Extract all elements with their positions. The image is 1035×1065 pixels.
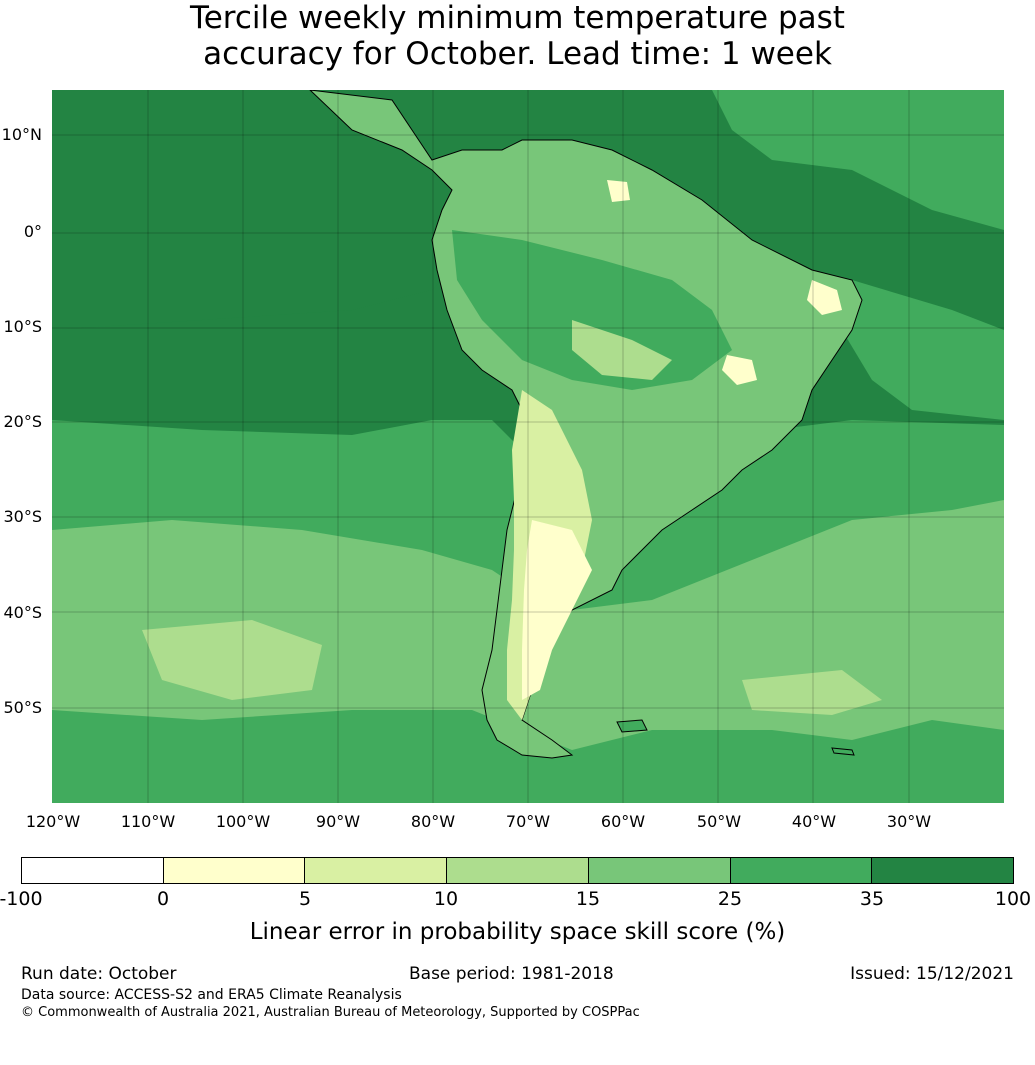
map-title: Tercile weekly minimum temperature past … bbox=[0, 0, 1035, 72]
colorbar-tick: 25 bbox=[717, 888, 743, 910]
lat-label-10s: 10°S bbox=[3, 317, 42, 336]
amazon-basin-band bbox=[452, 230, 732, 390]
northeast-ocean-band bbox=[712, 90, 1004, 230]
lat-label-0: 0° bbox=[23, 222, 42, 241]
colorbar-tick: -100 bbox=[0, 888, 43, 910]
run-date: Run date: October bbox=[21, 964, 177, 984]
colorbar-label: Linear error in probability space skill … bbox=[249, 919, 786, 945]
colorbar-segment bbox=[22, 858, 164, 883]
south-pacific-light-patch bbox=[142, 620, 322, 700]
falkland-islands bbox=[616, 719, 648, 733]
colorbar-tick: 5 bbox=[298, 888, 312, 910]
guiana-light-spot bbox=[607, 180, 630, 202]
lon-label-60w: 60°W bbox=[600, 812, 646, 831]
colorbar-tick: 100 bbox=[994, 888, 1032, 910]
lat-label-30s: 30°S bbox=[3, 507, 42, 526]
lat-label-20s: 20°S bbox=[3, 412, 42, 431]
issued-date: Issued: 15/12/2021 bbox=[850, 964, 1014, 984]
lat-label-50s: 50°S bbox=[3, 698, 42, 717]
colorbar-segment bbox=[872, 858, 1014, 883]
colorbar-segment bbox=[305, 858, 448, 883]
lon-label-100w: 100°W bbox=[215, 812, 271, 831]
map-gridlines bbox=[52, 90, 1004, 803]
colorbar-tick: 35 bbox=[859, 888, 885, 910]
south-georgia bbox=[831, 747, 855, 756]
lon-label-120w: 120°W bbox=[25, 812, 81, 831]
title-line-2: accuracy for October. Lead time: 1 week bbox=[203, 36, 832, 72]
patagonia-light-zone bbox=[522, 520, 592, 700]
copyright: © Commonwealth of Australia 2021, Austra… bbox=[21, 1005, 640, 1020]
lon-label-90w: 90°W bbox=[315, 812, 361, 831]
lon-label-40w: 40°W bbox=[791, 812, 837, 831]
northeast-brazil-light-spot bbox=[807, 280, 842, 315]
colorbar-segment bbox=[730, 858, 873, 883]
lon-label-70w: 70°W bbox=[505, 812, 551, 831]
northwest-ocean-band bbox=[52, 90, 492, 330]
lon-label-80w: 80°W bbox=[410, 812, 456, 831]
lat-label-40s: 40°S bbox=[3, 603, 42, 622]
colorbar-tick: 0 bbox=[156, 888, 170, 910]
goias-light-spot bbox=[722, 355, 757, 385]
east-atlantic-band bbox=[842, 280, 1004, 420]
base-period: Base period: 1981-2018 bbox=[409, 964, 614, 984]
lon-label-30w: 30°W bbox=[886, 812, 932, 831]
skill-score-map bbox=[52, 90, 1004, 803]
colorbar-segment bbox=[447, 858, 589, 883]
lon-label-50w: 50°W bbox=[696, 812, 742, 831]
lon-label-110w: 110°W bbox=[120, 812, 176, 831]
south-atlantic-light-patch bbox=[742, 670, 882, 715]
colorbar-tick: 15 bbox=[575, 888, 601, 910]
data-source: Data source: ACCESS-S2 and ERA5 Climate … bbox=[21, 987, 402, 1003]
colorbar-tick: 10 bbox=[433, 888, 459, 910]
colorbar-segment bbox=[163, 858, 306, 883]
colorbar bbox=[21, 857, 1014, 884]
title-line-1: Tercile weekly minimum temperature past bbox=[190, 0, 845, 36]
lat-label-10n: 10°N bbox=[1, 125, 42, 144]
central-brazil-light-patch bbox=[572, 320, 672, 380]
colorbar-segment bbox=[588, 858, 731, 883]
